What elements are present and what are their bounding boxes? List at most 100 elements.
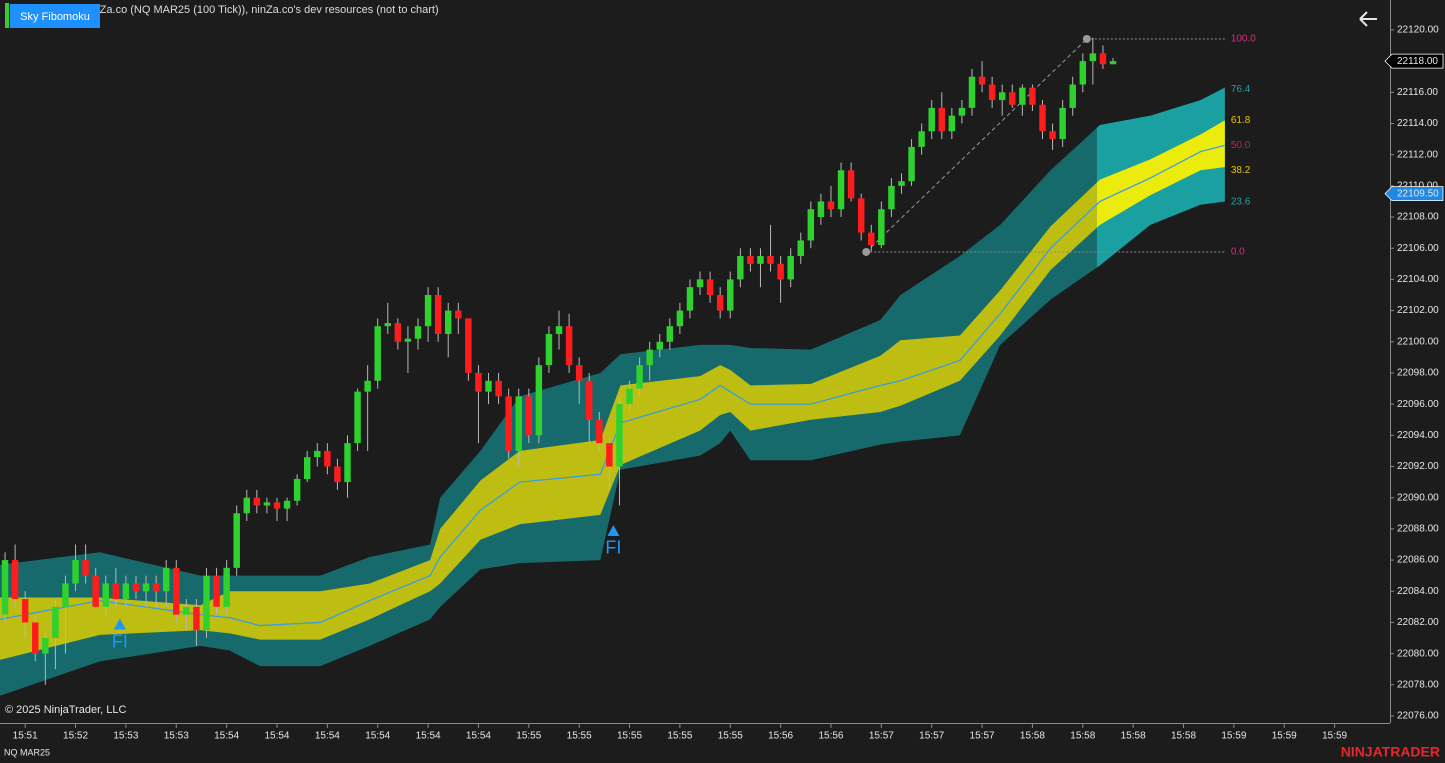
candle-body: [354, 391, 361, 444]
y-tick-label: 22110.00: [1397, 180, 1438, 191]
signal-arrow: [607, 524, 620, 536]
candle-body: [223, 567, 230, 607]
indicator-button[interactable]: [10, 4, 100, 28]
y-tick-label: 22088.00: [1397, 524, 1439, 535]
y-tick-label: 22108.00: [1397, 212, 1439, 223]
candle-body: [82, 560, 89, 576]
band-area: [1096, 120, 1225, 228]
candle-body: [1029, 87, 1036, 105]
y-tick-label: 22116.00: [1397, 87, 1438, 98]
candle-body: [1109, 61, 1117, 65]
candle-body: [92, 575, 99, 607]
fib-anchor: [862, 247, 871, 256]
back-arrow[interactable]: [1359, 11, 1377, 27]
candle-body: [203, 575, 210, 631]
x-tick-label: 15:55: [516, 731, 541, 742]
candle-body: [485, 380, 492, 392]
candle-body: [797, 240, 804, 257]
x-tick-label: 15:54: [416, 731, 441, 742]
x-tick-label: 15:53: [113, 731, 138, 742]
candle-body: [847, 170, 855, 199]
candle-body: [465, 318, 472, 373]
candle-body: [1099, 53, 1107, 65]
indicator-button-label[interactable]: Sky Fibomoku: [20, 11, 90, 23]
x-tick-label: 15:59: [1322, 731, 1347, 742]
candle-body: [324, 450, 331, 467]
x-tick-label: 15:55: [718, 731, 743, 742]
signal-label: FI: [112, 631, 128, 651]
instrument: NQ MAR25: [4, 747, 50, 757]
candle-body: [1059, 107, 1066, 140]
candle-body: [1079, 61, 1087, 85]
x-tick-label: 15:55: [567, 731, 592, 742]
candle-body: [132, 583, 140, 592]
candle-body: [364, 380, 371, 392]
fib-anchor: [1082, 34, 1091, 43]
candle-body: [807, 209, 815, 241]
candle-body: [142, 583, 150, 592]
y-tick-label: 22094.00: [1397, 430, 1439, 441]
x-tick-label: 15:56: [818, 731, 843, 742]
candle-body: [32, 622, 39, 654]
candle-body: [827, 201, 835, 210]
band-area: [0, 120, 1225, 660]
x-tick-label: 15:56: [768, 731, 793, 742]
x-tick-label: 15:53: [164, 731, 189, 742]
candle-body: [334, 466, 341, 483]
candle-body: [696, 279, 704, 288]
x-tick-label: 15:57: [919, 731, 944, 742]
y-tick-label: 22090.00: [1397, 492, 1439, 503]
candle-body: [616, 404, 623, 467]
fib-level-label: 23.6: [1231, 196, 1251, 207]
candle-body: [404, 338, 412, 342]
indicator-flag: [5, 3, 9, 28]
candle-body: [243, 497, 250, 514]
candle-body: [787, 256, 794, 280]
chart-description: ninZa.co (NQ MAR25 (100 Tick)), ninZa.co…: [85, 4, 439, 16]
candle-body: [706, 279, 714, 296]
candle-body: [958, 107, 966, 116]
candle-body: [535, 365, 543, 436]
candle-body: [727, 279, 734, 311]
price-marker-label: 22109.50: [1397, 188, 1439, 199]
y-tick-label: 22100.00: [1397, 336, 1439, 347]
candle-body: [495, 380, 502, 397]
y-tick-label: 22096.00: [1397, 399, 1439, 410]
fib-level-label: 50.0: [1231, 140, 1251, 151]
candle-body: [233, 513, 240, 568]
candle-body: [938, 107, 945, 132]
candle-body: [1009, 92, 1016, 105]
candle-body: [1089, 53, 1097, 62]
candle-body: [868, 232, 875, 246]
y-tick-label: 22112.00: [1397, 149, 1438, 160]
candle-body: [1019, 87, 1026, 105]
candle-body: [445, 310, 452, 334]
y-tick-label: 22114.00: [1397, 118, 1438, 129]
candle-body: [636, 365, 643, 389]
candle-body: [666, 326, 674, 342]
candle-body: [314, 450, 321, 458]
candle-body: [978, 76, 986, 85]
x-tick-label: 15:58: [1121, 731, 1146, 742]
candle-body: [767, 256, 774, 264]
candle-body: [716, 295, 724, 311]
candle-body: [878, 209, 885, 246]
signal-arrow: [113, 618, 126, 630]
candle-body: [898, 181, 905, 186]
candle-body: [817, 201, 825, 218]
candle-body: [283, 500, 291, 509]
x-tick-label: 15:54: [315, 731, 340, 742]
candle-body: [1, 560, 9, 615]
candle-body: [162, 567, 170, 592]
x-tick-label: 15:54: [365, 731, 390, 742]
candle-body: [837, 170, 845, 210]
y-tick-label: 22082.00: [1397, 617, 1439, 628]
candle-body: [928, 107, 935, 132]
copyright: © 2025 NinjaTrader, LLC: [5, 704, 126, 716]
candle-body: [394, 323, 402, 342]
y-tick-label: 22120.00: [1397, 25, 1439, 36]
fib-level-label: 76.4: [1231, 84, 1251, 95]
fib-level-label: 61.8: [1231, 115, 1251, 126]
candle-body: [586, 380, 593, 420]
